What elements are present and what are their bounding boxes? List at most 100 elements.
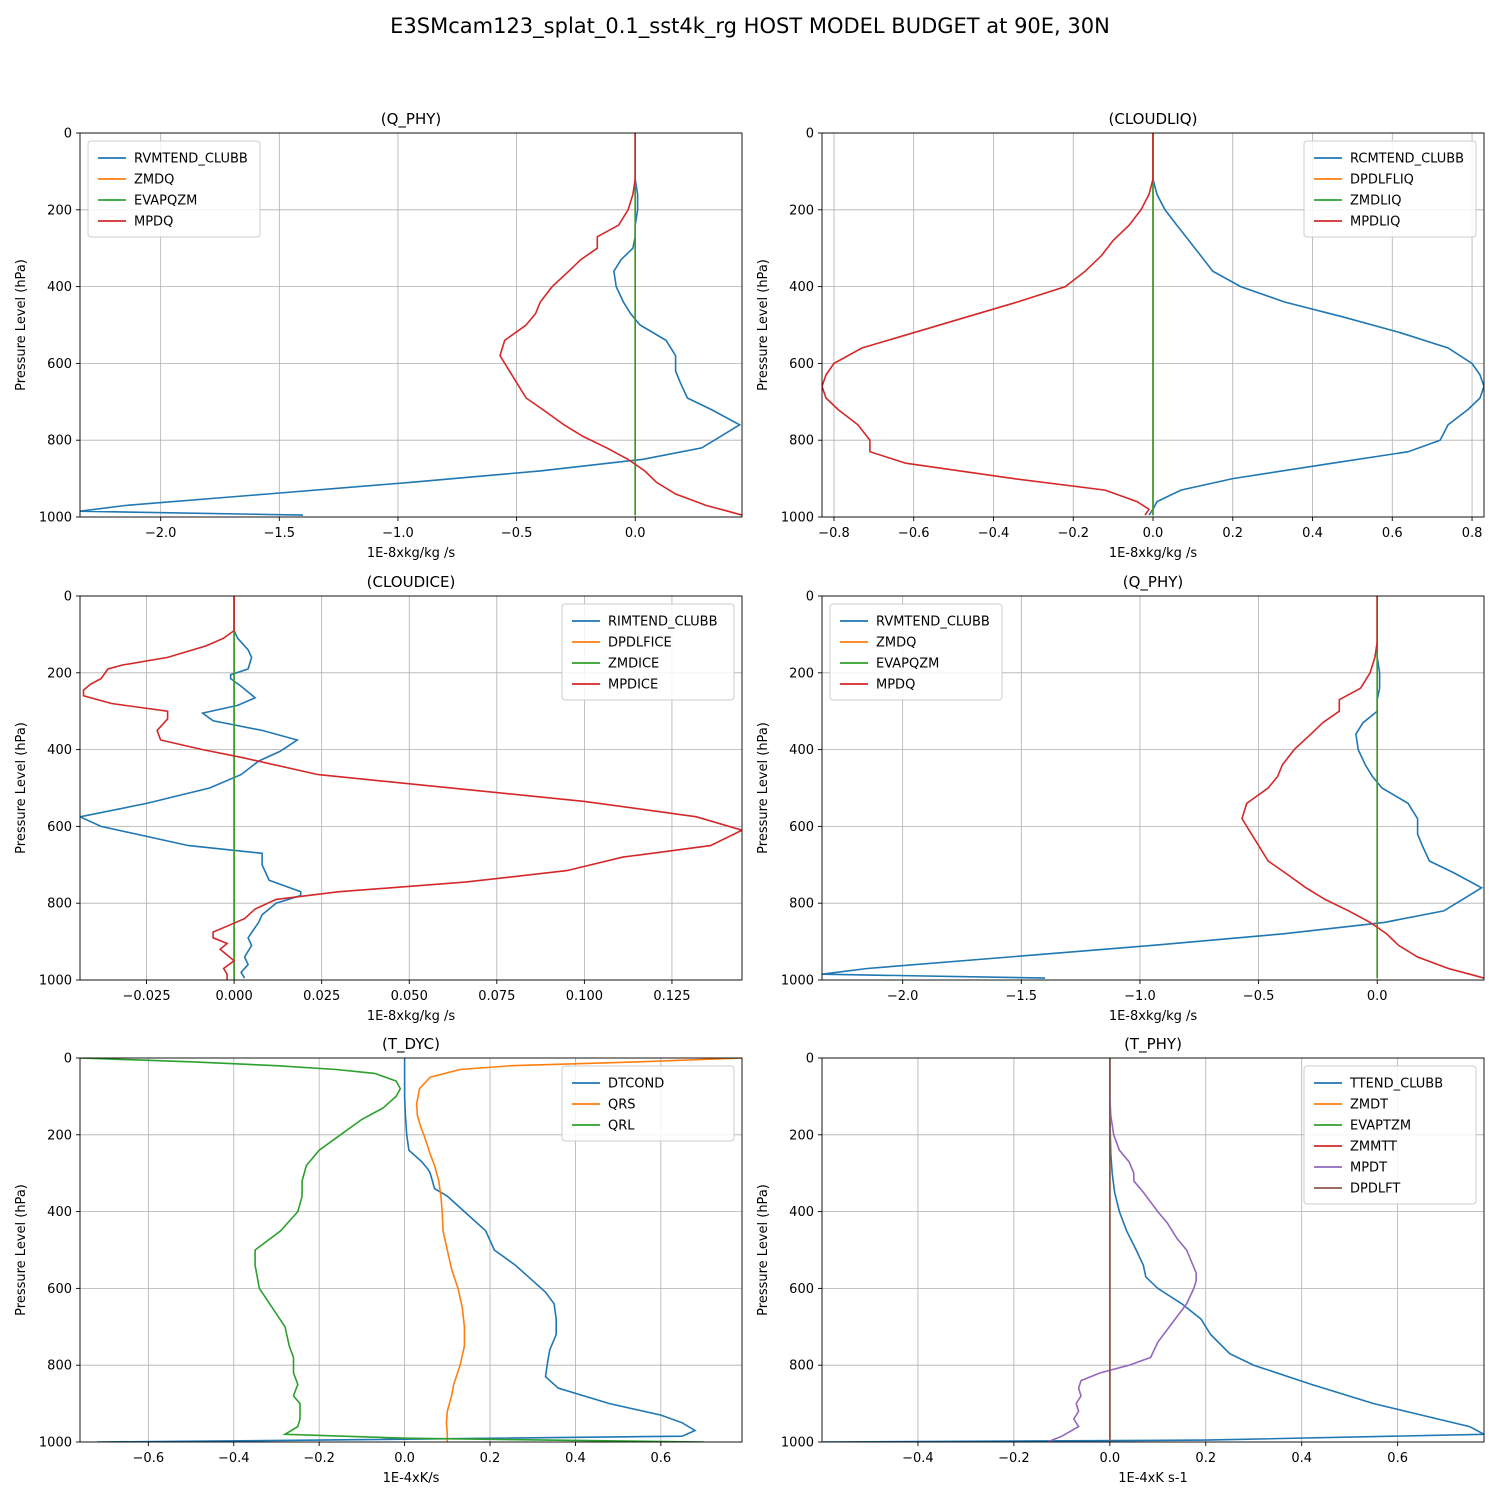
legend-box bbox=[1303, 140, 1477, 238]
axes-frame bbox=[79, 1057, 743, 1443]
y-axis-label: Pressure Level (hPa) bbox=[14, 259, 29, 391]
legend: DTCOND QRS QRL bbox=[561, 1065, 735, 1142]
legend-label: QRL bbox=[608, 1119, 635, 1134]
x-tick-label: 0.000 bbox=[216, 989, 253, 1004]
y-axis-label: Pressure Level (hPa) bbox=[756, 1184, 771, 1316]
x-tick-label: 0.6 bbox=[651, 1451, 672, 1466]
y-tick-label: 600 bbox=[789, 357, 814, 372]
x-axis-label: 1E-8xkg/kg /s bbox=[367, 1009, 456, 1024]
panel-5: −0.6 −0.4 −0.2 0.0 0.2 0.4 0.6 0 200 400 600 800 100… bbox=[14, 1035, 743, 1486]
panel-title: (Q_PHY) bbox=[381, 110, 442, 129]
legend-box bbox=[87, 140, 261, 238]
y-tick-label: 200 bbox=[47, 666, 72, 681]
legend-label: RVMTEND_CLUBB bbox=[134, 152, 248, 167]
legend-label: ZMDQ bbox=[876, 636, 916, 651]
y-tick-label: 200 bbox=[789, 1128, 814, 1143]
y-tick-label: 400 bbox=[789, 280, 814, 295]
y-tick-label: 200 bbox=[789, 203, 814, 218]
panel-3: −0.025 0.000 0.025 0.050 0.075 0.100 0.125 0 200… bbox=[14, 573, 743, 1024]
legend-label: MPDQ bbox=[876, 678, 915, 693]
x-tick-label: 0.0 bbox=[1367, 989, 1388, 1004]
legend-label: ZMMTT bbox=[1350, 1140, 1397, 1155]
x-tick-label: 0.0 bbox=[394, 1451, 415, 1466]
legend: RIMTEND_CLUBB DPDLFICE ZMDICE MPDICE bbox=[561, 603, 735, 701]
x-tick-label: −1.5 bbox=[1006, 989, 1038, 1004]
x-tick-label: 0.2 bbox=[1222, 526, 1243, 541]
axes-frame bbox=[821, 1057, 1485, 1443]
legend-label: MPDT bbox=[1350, 1161, 1387, 1176]
legend-label: RIMTEND_CLUBB bbox=[608, 615, 718, 630]
x-tick-label: −0.2 bbox=[1057, 526, 1089, 541]
legend-label: MPDLIQ bbox=[1350, 215, 1400, 230]
y-tick-label: 0 bbox=[806, 590, 814, 605]
y-tick-label: 600 bbox=[47, 820, 72, 835]
legend-box bbox=[829, 603, 1003, 701]
axes-frame bbox=[79, 595, 743, 981]
series-line-dtcond bbox=[97, 1058, 697, 1442]
panel-1: −2.0 −1.5 −1.0 −0.5 0.0 0 200 400 600 800 1000 (Q_P… bbox=[14, 110, 743, 561]
axes-frame bbox=[79, 132, 743, 518]
legend: RCMTEND_CLUBB DPDLFLIQ ZMDLIQ MPDLIQ bbox=[1303, 140, 1477, 238]
y-tick-label: 200 bbox=[47, 203, 72, 218]
series-line-ttend_clubb bbox=[822, 1058, 1484, 1442]
y-tick-label: 0 bbox=[806, 127, 814, 142]
legend-label: ZMDICE bbox=[608, 657, 659, 672]
y-tick-label: 800 bbox=[789, 1359, 814, 1374]
legend-label: DPDLFLIQ bbox=[1350, 173, 1414, 188]
x-axis-label: 1E-8xkg/kg /s bbox=[1109, 1009, 1198, 1024]
x-tick-label: −1.5 bbox=[264, 526, 296, 541]
x-tick-label: −2.0 bbox=[887, 989, 919, 1004]
panel-6: −0.4 −0.2 0.0 0.2 0.4 0.6 0 200 400 600 800 1000 (T_… bbox=[756, 1035, 1485, 1486]
panel-title: (CLOUDLIQ) bbox=[1109, 110, 1198, 128]
legend-label: TTEND_CLUBB bbox=[1349, 1077, 1443, 1092]
series-line-qrs bbox=[415, 1058, 742, 1442]
x-tick-label: −0.4 bbox=[218, 1451, 250, 1466]
y-axis-label: Pressure Level (hPa) bbox=[14, 1184, 29, 1316]
y-tick-label: 0 bbox=[64, 1052, 72, 1067]
y-tick-label: 400 bbox=[47, 1205, 72, 1220]
legend-label: RVMTEND_CLUBB bbox=[876, 615, 990, 630]
x-tick-label: 0.4 bbox=[1302, 526, 1323, 541]
series-line-mpdq bbox=[499, 133, 742, 516]
legend: RVMTEND_CLUBB ZMDQ EVAPQZM MPDQ bbox=[829, 603, 1003, 701]
panel-title: (Q_PHY) bbox=[1123, 573, 1184, 592]
legend-label: MPDQ bbox=[134, 215, 173, 230]
x-tick-label: 0.6 bbox=[1387, 1451, 1408, 1466]
legend-label: EVAPQZM bbox=[134, 194, 197, 209]
y-tick-label: 800 bbox=[47, 434, 72, 449]
x-tick-label: 0.8 bbox=[1462, 526, 1483, 541]
x-tick-label: −0.4 bbox=[902, 1451, 934, 1466]
figure-title: E3SMcam123_splat_0.1_sst4k_rg HOST MODEL… bbox=[390, 14, 1110, 38]
x-tick-label: −2.0 bbox=[145, 526, 177, 541]
legend-label: DPDLFT bbox=[1350, 1182, 1400, 1197]
legend: RVMTEND_CLUBB ZMDQ EVAPQZM MPDQ bbox=[87, 140, 261, 238]
y-tick-label: 1000 bbox=[781, 511, 814, 526]
y-tick-label: 1000 bbox=[781, 1436, 814, 1451]
series-line-mpdice bbox=[82, 596, 742, 980]
series-line-qrl bbox=[80, 1058, 704, 1442]
y-tick-label: 1000 bbox=[39, 1436, 72, 1451]
x-tick-label: −0.2 bbox=[998, 1451, 1030, 1466]
series-line-rimtend_clubb bbox=[80, 596, 302, 979]
legend-label: ZMDT bbox=[1350, 1098, 1388, 1113]
x-tick-label: −0.025 bbox=[122, 989, 170, 1004]
x-axis-label: 1E-8xkg/kg /s bbox=[1109, 546, 1198, 561]
y-tick-label: 0 bbox=[806, 1052, 814, 1067]
x-tick-label: −0.8 bbox=[818, 526, 850, 541]
y-axis-label: Pressure Level (hPa) bbox=[14, 722, 29, 854]
y-tick-label: 800 bbox=[789, 897, 814, 912]
x-tick-label: −0.6 bbox=[133, 1451, 165, 1466]
panel-2: −0.8 −0.6 −0.4 −0.2 0.0 0.2 0.4 0.6 0.8 0 200 400 60… bbox=[756, 110, 1485, 561]
x-tick-label: 0.2 bbox=[1195, 1451, 1216, 1466]
y-tick-label: 600 bbox=[47, 357, 72, 372]
y-tick-label: 200 bbox=[47, 1128, 72, 1143]
x-tick-label: −0.4 bbox=[978, 526, 1010, 541]
x-tick-label: −0.5 bbox=[1243, 989, 1275, 1004]
y-tick-label: 800 bbox=[47, 897, 72, 912]
y-tick-label: 800 bbox=[789, 434, 814, 449]
y-tick-label: 400 bbox=[47, 280, 72, 295]
series-line-mpdt bbox=[1047, 1058, 1197, 1442]
x-tick-label: −0.5 bbox=[501, 526, 533, 541]
y-tick-label: 600 bbox=[47, 1282, 72, 1297]
